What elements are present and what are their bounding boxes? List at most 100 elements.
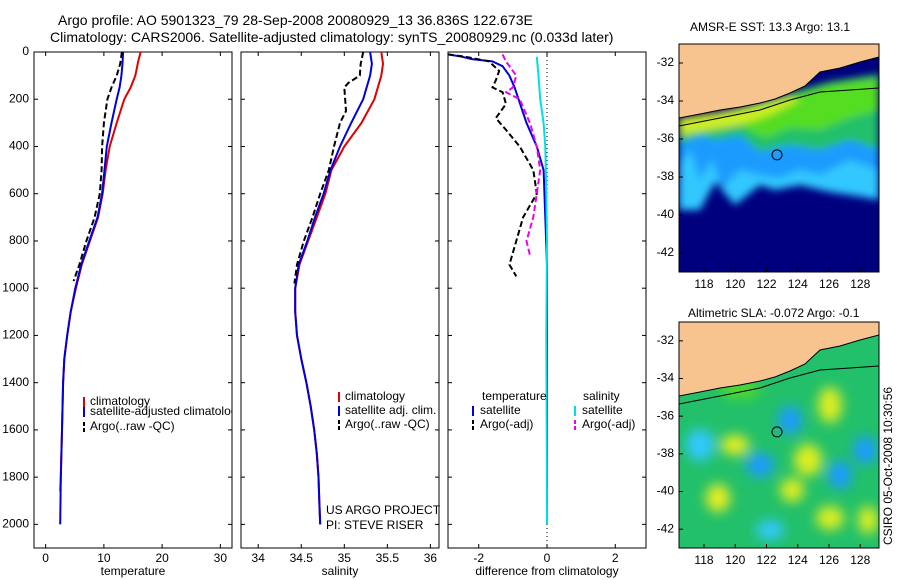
y-tick-label: 1000 [2, 280, 29, 294]
map-y-tick-label: -36 [657, 131, 675, 145]
series-line-argo-raw-qc [72, 52, 123, 282]
credit-line2: PI: STEVE RISER [326, 518, 424, 532]
map-x-tick-label: 124 [788, 553, 808, 567]
x-tick-label: 34.5 [290, 551, 314, 565]
map-y-tick-label: -38 [657, 169, 675, 183]
map-x-tick-label: 118 [694, 553, 713, 567]
x-tick-label: 10 [97, 551, 111, 565]
legend-temp-argo: Argo(-adj) [480, 417, 533, 431]
sla-blob [853, 436, 877, 464]
legend-satellite-adjusted: satellite-adjusted climatology [90, 404, 243, 418]
sla-blob [778, 406, 802, 434]
sla-blob [780, 478, 804, 502]
map-x-tick-label: 126 [819, 553, 839, 567]
y-tick-label: 1200 [2, 328, 29, 342]
y-tick-label: 800 [9, 233, 29, 247]
y-tick-label: 1600 [2, 422, 29, 436]
map-y-tick-label: -34 [657, 93, 675, 107]
x-tick-label: -2 [473, 551, 484, 565]
map-x-tick-label: 128 [850, 553, 870, 567]
x-tick-label: 35 [338, 551, 352, 565]
sla-blob [746, 453, 774, 477]
figure-title-line1: Argo profile: AO 5901323_79 28-Sep-2008 … [58, 12, 533, 28]
legend-climatology: climatology [90, 394, 150, 408]
series-group [59, 52, 142, 525]
y-tick-label: 0 [22, 44, 29, 58]
legend-salinity-heading: salinity [583, 389, 620, 403]
temperature-legend: climatology satellite-adjusted climatolo… [83, 394, 243, 433]
salinity-legend: climatology satellite adj. clim. Argo(..… [338, 389, 436, 431]
x-tick-label: 36 [424, 551, 438, 565]
series-line-salinity-argo-adj [501, 53, 542, 256]
plot-frame [240, 51, 440, 549]
series-line-satellite-adjusted-climatology [59, 52, 125, 525]
sla-land [679, 322, 879, 396]
x-tick-label: 34 [252, 551, 266, 565]
x-tick-label: 0 [42, 551, 49, 565]
y-tick-label: 400 [9, 139, 29, 153]
series-line-satellite-adj-clim [294, 52, 373, 525]
sla-blob [794, 444, 822, 476]
map-y-tick-label: -32 [657, 55, 675, 69]
map-y-tick-label: -36 [657, 408, 675, 422]
y-tick-label: 1400 [2, 375, 29, 389]
sla-blob [828, 461, 852, 489]
sst-coastline [679, 56, 879, 119]
salinity-profile-panel: 34 34.5 35 35.5 36 salinity [240, 51, 440, 578]
map-x-tick-label: 128 [850, 277, 870, 291]
map-x-tick-label: 120 [725, 277, 745, 291]
sst-green-patch [740, 78, 879, 138]
series-line-temperature-argo-adj [448, 53, 538, 277]
sla-blob [721, 435, 749, 455]
y-tick-label: 600 [9, 186, 29, 200]
x-tick-label: 30 [214, 551, 228, 565]
legend-temp-satellite: satellite [480, 403, 521, 417]
map-x-tick-label: 124 [788, 277, 808, 291]
map-y-tick-label: -40 [657, 207, 675, 221]
y-tick-label: 1800 [2, 469, 29, 483]
sla-blob [706, 484, 730, 512]
map-y-tick-label: -40 [657, 484, 675, 498]
sla-blob [756, 520, 784, 540]
sst-map-title: AMSR-E SST: 13.3 Argo: 13.1 [690, 20, 850, 34]
map-y-tick-label: -42 [657, 521, 675, 535]
x-axis-label: salinity [322, 564, 359, 578]
legend-sal-argo: Argo(-adj) [582, 417, 635, 431]
figure-title-line2: Climatology: CARS2006. Satellite-adjuste… [50, 29, 613, 45]
legend-argo: Argo(..raw -QC) [345, 417, 430, 431]
sla-blob [816, 506, 844, 530]
sla-shelf-contour [679, 365, 879, 405]
x-tick-label: 35.5 [376, 551, 400, 565]
sst-map [679, 44, 879, 272]
csiro-timestamp: CSIRO 05-Oct-2008 10:30:56 [881, 387, 895, 545]
argo-float-marker [771, 426, 783, 438]
difference-legend: temperature satellite Argo(-adj) salinit… [472, 389, 635, 431]
sla-blob [818, 387, 842, 423]
map-y-tick-label: -32 [657, 333, 675, 347]
series-line-temperature-satellite [448, 53, 548, 525]
sst-light-band [679, 150, 879, 210]
legend-satellite-adj: satellite adj. clim. [345, 403, 436, 417]
x-axis-label: temperature [101, 564, 166, 578]
temperature-profile-panel: 0 10 20 30 0 200 400 600 800 1000 1200 1400 1600 1800… [2, 44, 233, 578]
series-line-salinity-satellite [535, 56, 548, 525]
map-y-tick-label: -38 [657, 446, 675, 460]
sst-shelf-contour [679, 87, 879, 127]
map-x-tick-label: 118 [694, 277, 713, 291]
x-tick-label: 2 [612, 551, 619, 565]
y-tick-label: 200 [9, 91, 29, 105]
plot-frame [33, 51, 233, 549]
sla-map-frame [678, 321, 880, 549]
map-y-tick-label: -34 [657, 371, 675, 385]
sla-map [679, 322, 879, 548]
sst-map-axes: 118 120 122 124 126 128 -32 -34 -36 -38 -40 -42 [657, 55, 871, 291]
series-group [293, 52, 384, 525]
sla-blob [858, 506, 878, 534]
sla-coastline [679, 334, 879, 397]
x-tick-label: 20 [155, 551, 169, 565]
sla-map-title: Altimetric SLA: -0.072 Argo: -0.1 [688, 306, 860, 320]
argo-float-marker [771, 149, 783, 161]
map-x-tick-label: 122 [756, 553, 776, 567]
